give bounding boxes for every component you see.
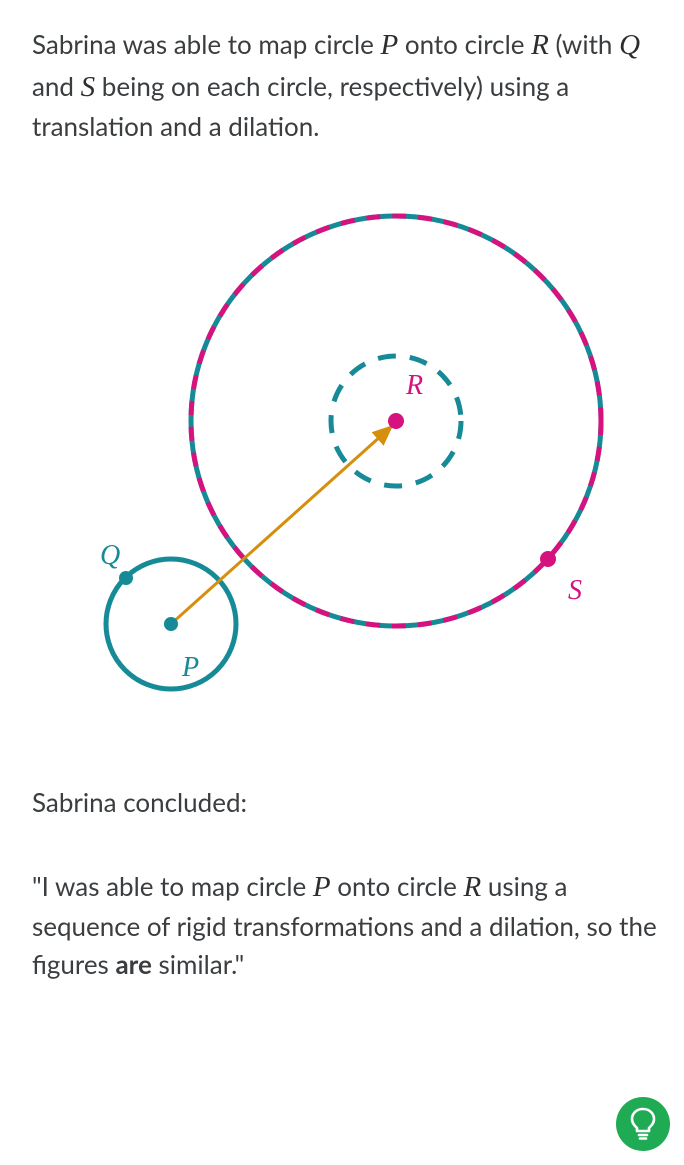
text-seg: onto circle (331, 870, 464, 902)
text-seg: being on each circle, respectively) usin… (32, 70, 569, 142)
text-seg: and (32, 70, 81, 102)
var-R: R (531, 29, 549, 61)
point-S (540, 551, 556, 567)
hint-button[interactable] (616, 1097, 670, 1151)
figure-container: P Q R S (32, 196, 660, 726)
var-R: R (463, 871, 481, 903)
text-seg: similar." (152, 948, 244, 980)
translation-arrow (171, 427, 391, 624)
var-Q: Q (619, 29, 640, 61)
text-seg: "I was able to map circle (32, 870, 313, 902)
lightbulb-icon (629, 1107, 657, 1141)
conclusion-label: Sabrina concluded: (32, 786, 660, 818)
bold-are: are (115, 948, 151, 980)
circles-diagram: P Q R S (66, 196, 626, 726)
var-P: P (380, 29, 398, 61)
problem-statement: Sabrina was able to map circle P onto ci… (32, 24, 660, 146)
label-P: P (181, 652, 199, 683)
var-P: P (313, 871, 331, 903)
text-seg: (with (549, 28, 619, 60)
label-R: R (405, 370, 423, 401)
conclusion-quote: "I was able to map circle P onto circle … (32, 866, 660, 983)
label-Q: Q (100, 540, 120, 571)
point-R (388, 413, 404, 429)
var-S: S (81, 71, 96, 103)
point-P (164, 617, 178, 631)
label-S: S (568, 575, 582, 606)
text-seg: Sabrina was able to map circle (32, 28, 380, 60)
point-Q (119, 571, 133, 585)
text-seg: onto circle (398, 28, 531, 60)
